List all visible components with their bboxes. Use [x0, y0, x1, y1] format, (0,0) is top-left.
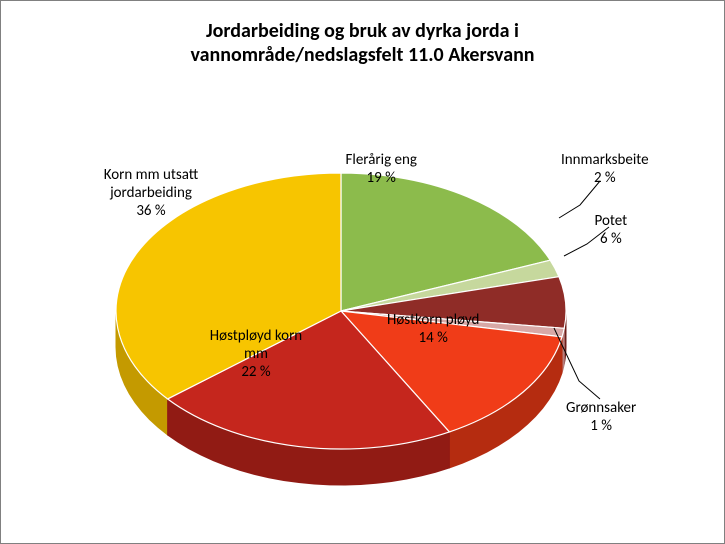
slice-label: Korn mm utsattjordarbeiding36 % [71, 166, 231, 220]
slice-label: Høstpløyd kornmm22 % [186, 327, 326, 381]
pie-chart-container: Jordarbeiding og bruk av dyrka jorda i v… [0, 0, 725, 544]
slice-label: Flerårig eng19 % [346, 151, 417, 187]
slice-label: Høstkorn pløyd14 % [387, 311, 479, 347]
pie-chart-svg [1, 1, 725, 544]
slice-label: Potet6 % [595, 212, 628, 248]
slice-label: Innmarksbeite2 % [561, 151, 649, 187]
slice-label: Grønnsaker1 % [566, 399, 636, 435]
